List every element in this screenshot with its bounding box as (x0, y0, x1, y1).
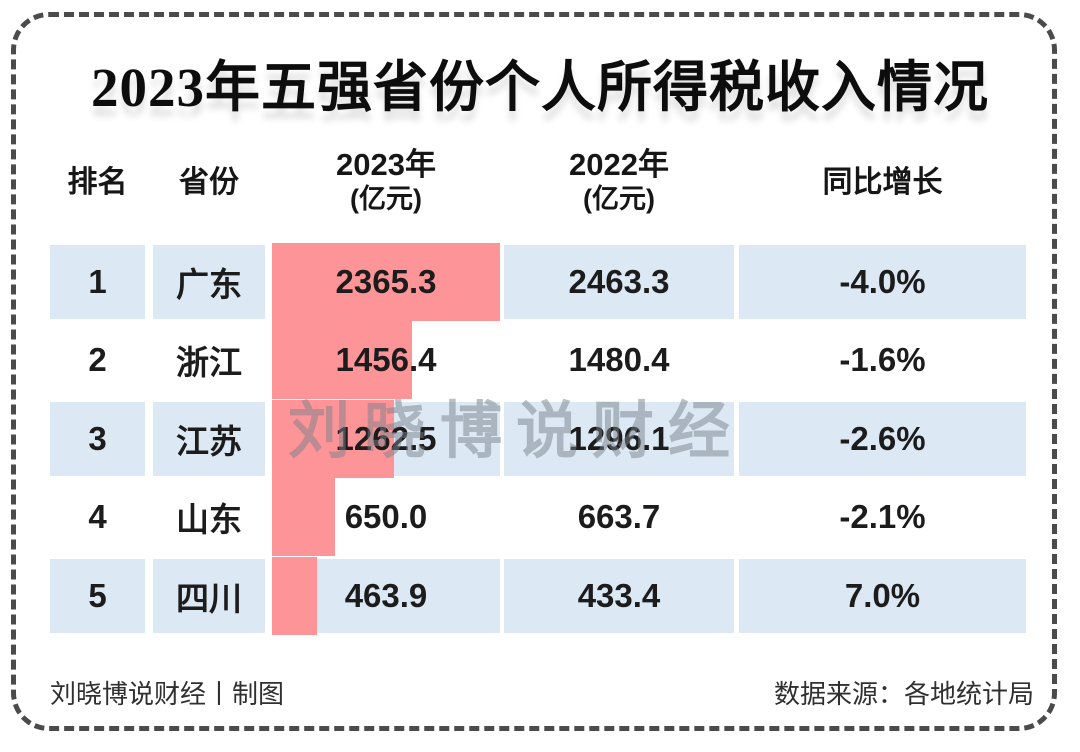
value-2023: 2365.3 (335, 263, 437, 300)
value-2023: 1262.5 (335, 420, 437, 457)
credit-label: 刘晓博说财经丨制图 (50, 679, 285, 709)
value-2023-cell: 463.9 (272, 557, 500, 635)
data-source-label: 数据来源：各地统计局 (773, 679, 1034, 709)
value-2022-cell: 2463.3 (504, 245, 734, 319)
value-2023-cell: 1456.4 (272, 321, 500, 399)
value-2022-cell: 1480.4 (568, 341, 670, 378)
bar-2023 (272, 243, 500, 321)
column-header-2022-year: 2022年 (569, 147, 669, 182)
column-header-2023: 2023年 (亿元) (272, 146, 500, 215)
value-2023-cell: 1262.5 (272, 400, 500, 478)
column-header-2023-year: 2023年 (336, 147, 436, 182)
column-header-2022-unit: (亿元) (583, 184, 655, 214)
value-2023: 1456.4 (335, 341, 437, 378)
province-cell: 江苏 (153, 402, 265, 476)
value-2022-cell: 1296.1 (504, 402, 734, 476)
rank-cell: 3 (50, 402, 145, 476)
table-row: 4 山东 650.0 663.7 -2.1% (0, 478, 1080, 556)
table-row: 3 江苏 1262.5 1296.1 -2.6% (0, 400, 1080, 478)
value-2022-cell: 663.7 (577, 498, 661, 535)
bar-2023 (272, 400, 394, 478)
page-title: 2023年五强省份个人所得税收入情况 (90, 57, 989, 118)
growth-cell: 7.0% (739, 559, 1026, 633)
value-2022-cell: 433.4 (504, 559, 734, 633)
rank-cell: 4 (88, 498, 107, 535)
column-header-province: 省份 (179, 166, 239, 199)
value-2023-cell: 650.0 (272, 478, 500, 556)
bar-2023 (272, 321, 413, 399)
value-2023: 463.9 (344, 577, 428, 614)
growth-cell: -4.0% (739, 245, 1026, 319)
table-row: 1 广东 2365.3 2463.3 -4.0% (0, 243, 1080, 321)
rank-cell: 2 (88, 341, 107, 378)
column-header-growth: 同比增长 (822, 166, 943, 199)
rank-cell: 1 (50, 245, 145, 319)
bar-2023 (272, 478, 335, 556)
value-2023-cell: 2365.3 (272, 243, 500, 321)
rank-cell: 5 (50, 559, 145, 633)
bar-2023 (272, 557, 317, 635)
growth-cell: -1.6% (839, 341, 926, 378)
growth-cell: -2.1% (839, 498, 926, 535)
table-row: 5 四川 463.9 433.4 7.0% (0, 557, 1080, 635)
province-cell: 山东 (176, 501, 242, 538)
table-row: 2 浙江 1456.4 1480.4 -1.6% (0, 321, 1080, 399)
province-cell: 四川 (153, 559, 265, 633)
growth-cell: -2.6% (739, 402, 1026, 476)
province-cell: 广东 (153, 245, 265, 319)
column-header-rank: 排名 (67, 166, 128, 199)
value-2023: 650.0 (344, 498, 428, 535)
province-cell: 浙江 (176, 344, 242, 381)
column-header-2022: 2022年 (亿元) (504, 146, 734, 215)
column-header-2023-unit: (亿元) (350, 184, 422, 214)
